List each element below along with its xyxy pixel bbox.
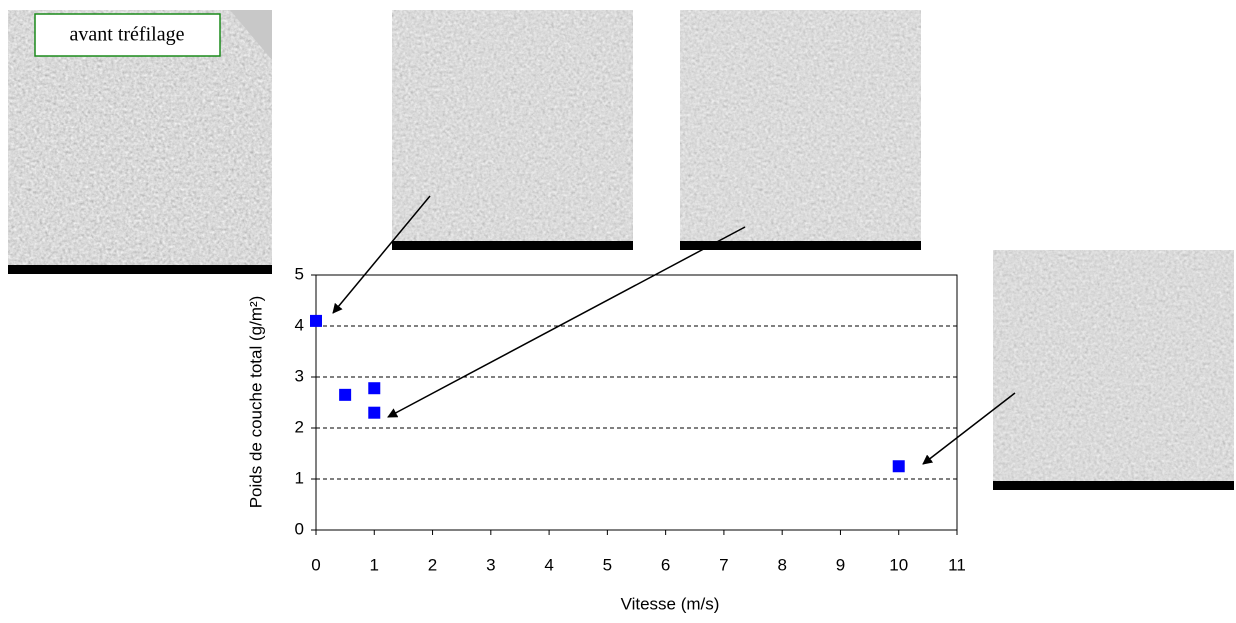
point bbox=[310, 314, 322, 327]
plot-area bbox=[315, 274, 958, 531]
arrow bbox=[387, 226, 746, 418]
x-tick-label: 3 bbox=[486, 555, 495, 574]
plot-frame bbox=[315, 274, 958, 531]
x-tick-label: 10 bbox=[889, 555, 908, 574]
label-box bbox=[34, 13, 221, 57]
y-tick-label: 2 bbox=[295, 417, 304, 436]
x-axis-label: Vitesse (m/s) bbox=[621, 594, 720, 613]
x-tick-label: 4 bbox=[544, 555, 553, 574]
annotation: avant tréfilage bbox=[70, 24, 185, 46]
y-axis-label: Poids de couche total (g/m²) bbox=[246, 296, 265, 509]
x-tick-label: 9 bbox=[836, 555, 845, 574]
sem-image bbox=[392, 10, 633, 250]
x-tick-label: 11 bbox=[948, 555, 966, 574]
x-tick-label: 8 bbox=[777, 555, 786, 574]
y-tick-label: 1 bbox=[295, 468, 304, 487]
x-tick-label: 7 bbox=[719, 555, 728, 574]
x-tick-label: 6 bbox=[661, 555, 670, 574]
point bbox=[368, 406, 381, 419]
sem-image bbox=[680, 10, 921, 250]
y-tick-label: 5 bbox=[295, 264, 304, 283]
point bbox=[339, 388, 352, 401]
point bbox=[368, 382, 381, 395]
y-tick-label: 4 bbox=[295, 315, 304, 334]
x-tick-label: 1 bbox=[370, 555, 379, 574]
y-tick-label: 0 bbox=[295, 519, 304, 538]
arrow bbox=[332, 195, 431, 314]
x-tick-label: 0 bbox=[311, 555, 320, 574]
sem-image bbox=[993, 250, 1234, 490]
x-tick-label: 2 bbox=[428, 555, 437, 574]
point bbox=[892, 460, 905, 473]
y-tick-label: 3 bbox=[295, 366, 304, 385]
arrow bbox=[922, 392, 1016, 465]
x-tick-label: 5 bbox=[603, 555, 612, 574]
